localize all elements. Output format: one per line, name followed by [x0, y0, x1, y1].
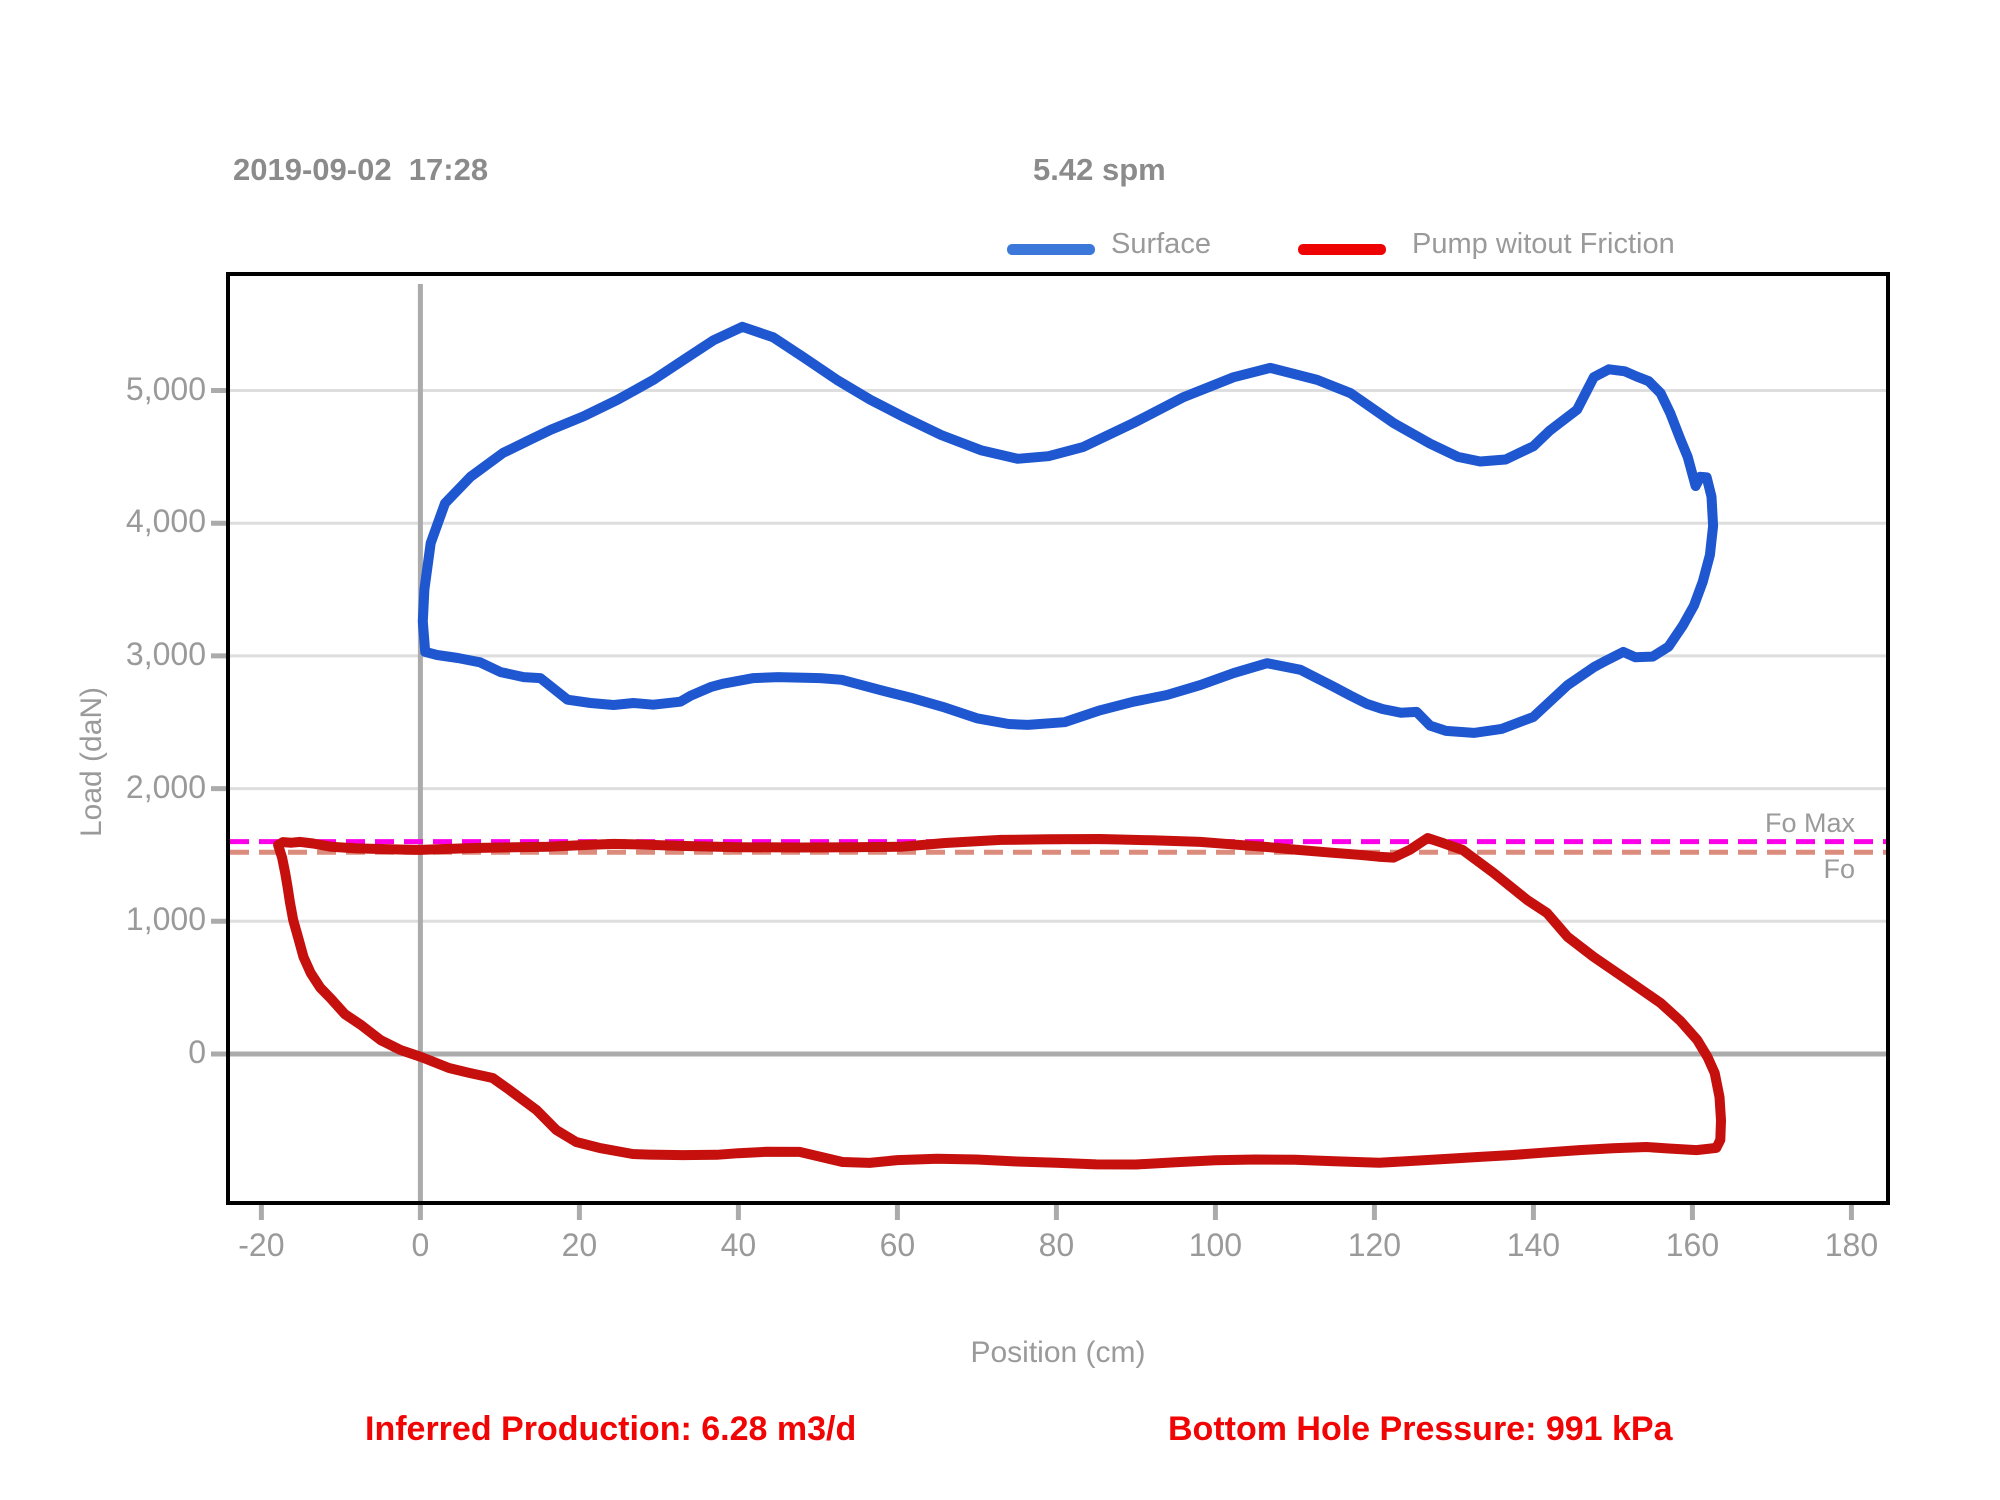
x-tick-label: 120 — [1347, 1227, 1402, 1263]
legend-swatch-pump — [1298, 244, 1386, 255]
x-tick-label: 60 — [879, 1227, 916, 1263]
x-tick-label: 100 — [1188, 1227, 1243, 1263]
plot-border — [226, 272, 1890, 1205]
x-tick-label: 80 — [1038, 1227, 1075, 1263]
x-tick-label: 0 — [411, 1227, 430, 1263]
timestamp: 2019-09-02 17:28 — [233, 152, 489, 187]
y-tick-label: 0 — [188, 1033, 206, 1070]
x-tick-label: 160 — [1665, 1227, 1720, 1263]
inferred-production-text: Inferred Production: 6.28 m3/d — [365, 1410, 857, 1448]
y-tick-label: 2,000 — [125, 768, 206, 805]
series-surface — [417, 321, 1719, 738]
series-pump-witout-friction — [273, 833, 1726, 1170]
legend-swatch-surface — [1007, 244, 1095, 255]
spm-value: 5.42 spm — [1033, 152, 1166, 187]
x-tick-label: 140 — [1506, 1227, 1561, 1263]
x-tick-label: 20 — [561, 1227, 598, 1263]
y-tick-label: 5,000 — [125, 370, 206, 407]
y-axis-title: Load (daN) — [75, 686, 108, 838]
y-tick-label: 1,000 — [125, 901, 206, 938]
x-axis-title: Position (cm) — [970, 1336, 1146, 1369]
fo-label: Fo — [1823, 854, 1855, 884]
x-tick-label: 180 — [1824, 1227, 1879, 1263]
x-tick-label: 40 — [720, 1227, 757, 1263]
y-tick-label: 3,000 — [125, 635, 206, 672]
legend-label-pump: Pump witout Friction — [1412, 228, 1675, 260]
x-tick-label: -20 — [238, 1227, 285, 1263]
y-tick-label: 4,000 — [125, 503, 206, 540]
legend-label-surface: Surface — [1111, 228, 1211, 260]
fo-max-label: Fo Max — [1764, 808, 1855, 838]
bottom-hole-pressure-text: Bottom Hole Pressure: 991 kPa — [1168, 1410, 1673, 1448]
